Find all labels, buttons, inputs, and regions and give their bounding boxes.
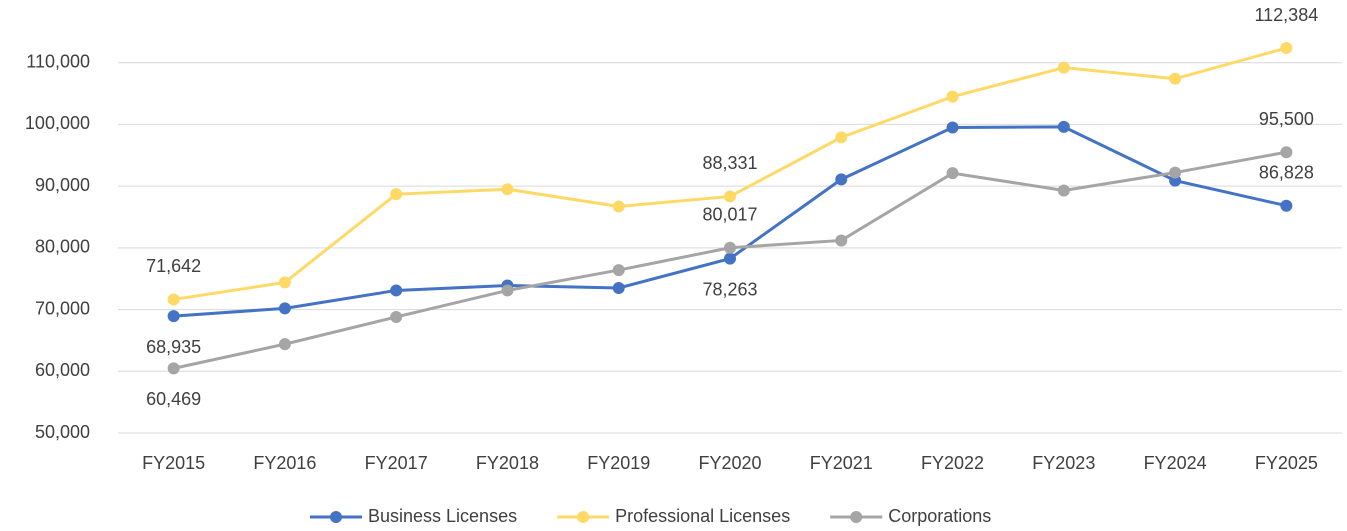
data-point: [1057, 120, 1070, 133]
x-tick-label: FY2021: [810, 453, 873, 473]
data-point: [612, 281, 625, 294]
data-point: [835, 131, 848, 144]
data-point: [1057, 61, 1070, 74]
data-label: 95,500: [1259, 109, 1314, 129]
y-tick-label: 70,000: [35, 298, 90, 318]
data-point: [724, 252, 736, 265]
y-tick-label: 110,000: [26, 51, 90, 71]
data-point: [390, 284, 403, 297]
data-point: [835, 234, 848, 247]
data-point: [946, 121, 959, 134]
data-point: [724, 190, 736, 203]
data-point: [1057, 184, 1070, 197]
legend-label: Professional Licenses: [615, 506, 790, 526]
data-point: [1169, 72, 1182, 85]
data-point: [1280, 42, 1293, 55]
data-point: [1280, 146, 1293, 159]
data-point: [1169, 166, 1182, 179]
data-point: [946, 167, 959, 180]
data-label: 88,331: [702, 153, 757, 173]
x-tick-label: FY2015: [142, 453, 205, 473]
y-tick-label: 80,000: [35, 237, 90, 257]
data-point: [167, 362, 180, 375]
data-point: [724, 241, 736, 254]
x-tick-label: FY2018: [476, 453, 539, 473]
data-label: 60,469: [146, 389, 201, 409]
data-point: [946, 90, 959, 103]
data-point: [167, 310, 180, 323]
x-tick-label: FY2016: [253, 453, 316, 473]
data-point: [390, 310, 403, 323]
data-point: [1280, 199, 1293, 212]
data-label: 71,642: [146, 256, 201, 276]
data-point: [278, 338, 291, 351]
data-point: [835, 173, 848, 186]
data-point: [278, 276, 291, 289]
x-tick-label: FY2020: [698, 453, 761, 473]
data-point: [501, 183, 514, 196]
x-tick-label: FY2025: [1255, 453, 1318, 473]
data-label: 112,384: [1254, 5, 1318, 25]
x-tick-label: FY2022: [921, 453, 984, 473]
data-point: [501, 284, 514, 297]
legend-label: Business Licenses: [368, 506, 517, 526]
data-point: [278, 302, 291, 315]
x-tick-label: FY2019: [587, 453, 650, 473]
data-label: 68,935: [146, 337, 201, 357]
data-point: [612, 200, 625, 213]
data-label: 78,263: [702, 279, 757, 299]
legend-marker: [330, 511, 342, 523]
y-tick-label: 100,000: [25, 113, 90, 133]
x-tick-label: FY2023: [1032, 453, 1095, 473]
data-label: 80,017: [702, 205, 757, 225]
y-tick-label: 60,000: [35, 360, 90, 380]
data-point: [167, 293, 180, 306]
x-tick-label: FY2017: [365, 453, 428, 473]
data-point: [612, 264, 625, 277]
x-tick-label: FY2024: [1144, 453, 1207, 473]
y-tick-label: 50,000: [35, 422, 90, 442]
legend-marker: [577, 511, 590, 523]
data-point: [390, 188, 403, 201]
legend-marker: [850, 511, 863, 523]
y-tick-label: 90,000: [35, 175, 90, 195]
data-label: 86,828: [1259, 162, 1314, 182]
legend-label: Corporations: [888, 506, 991, 526]
